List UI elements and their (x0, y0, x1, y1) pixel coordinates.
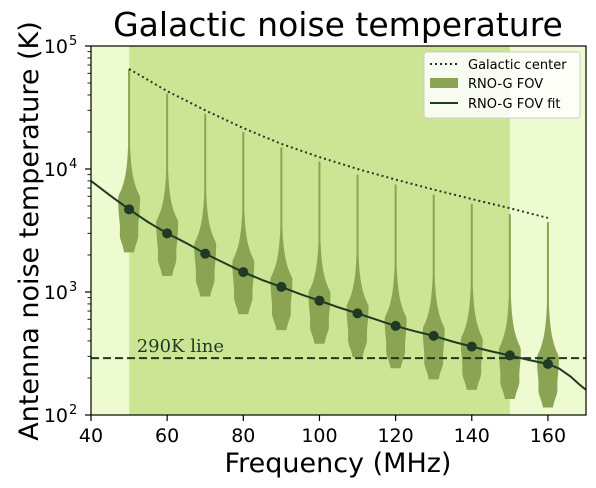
galactic-center-line (128, 68, 549, 219)
median-markers (124, 204, 553, 369)
y-tick-exponent-100000: 5 (69, 34, 77, 49)
median-point-100 (314, 295, 325, 306)
violin-150 (498, 214, 521, 399)
legend-label-fov: RNO-G FOV (468, 77, 543, 92)
x-tick-label-60: 60 (155, 425, 179, 447)
legend-swatch-fov (430, 78, 458, 88)
median-point-140 (466, 341, 477, 352)
median-point-50 (124, 204, 135, 215)
plot-frame (90, 45, 587, 416)
y-tick-label-100000: 10 (44, 36, 68, 58)
reference-line-label: 290K line (137, 336, 224, 357)
median-point-110 (352, 308, 363, 319)
median-point-80 (238, 267, 249, 278)
y-tick-label-1000: 10 (44, 282, 68, 304)
y-tick-label-10000: 10 (44, 159, 68, 181)
x-tick-label-40: 40 (79, 425, 103, 447)
median-point-60 (162, 228, 173, 239)
y-tick-exponent-1000: 3 (69, 280, 77, 295)
legend: Galactic center RNO-G FOV RNO-G FOV fit (423, 51, 581, 119)
y-tick-label-100: 10 (44, 405, 68, 427)
x-axis: 40 60 80 100 120 140 160 (79, 415, 566, 447)
median-point-90 (276, 281, 287, 292)
legend-label-fov-fit: RNO-G FOV fit (468, 97, 561, 112)
x-tick-label-120: 120 (377, 425, 413, 447)
chart-title: Galactic noise temperature (113, 5, 563, 44)
violin-140 (460, 203, 483, 390)
x-tick-label-140: 140 (454, 425, 490, 447)
violin-120 (384, 184, 407, 369)
median-point-130 (428, 330, 439, 341)
median-point-70 (200, 248, 211, 259)
median-point-160 (542, 358, 553, 369)
y-tick-exponent-100: 2 (69, 403, 77, 418)
violin-130 (422, 194, 445, 380)
x-tick-label-80: 80 (231, 425, 255, 447)
x-axis-label: Frequency (MHz) (225, 448, 452, 479)
x-tick-label-160: 160 (530, 425, 566, 447)
median-point-120 (390, 320, 401, 331)
y-tick-exponent-10000: 4 (69, 157, 77, 172)
x-tick-label-100: 100 (301, 425, 337, 447)
violin-160 (536, 222, 559, 408)
legend-label-galactic-center: Galactic center (468, 58, 567, 73)
legend-box (423, 51, 581, 119)
y-axis-label: Antenna noise temperature (K) (14, 21, 45, 441)
